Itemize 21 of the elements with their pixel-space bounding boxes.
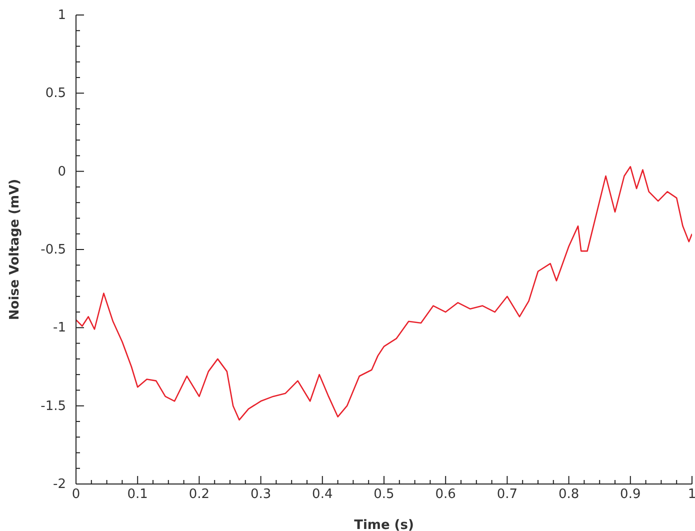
x-tick-label: 0 <box>72 487 80 502</box>
y-tick-label: 1 <box>58 8 66 23</box>
y-tick-label: -1 <box>53 320 66 336</box>
x-tick-label: 0.7 <box>496 487 518 502</box>
x-tick-label: 0.9 <box>620 487 641 502</box>
x-tick-label: 0.8 <box>558 487 580 502</box>
y-axis-title: Noise Voltage (mV) <box>8 178 23 320</box>
y-tick-label: -1.5 <box>40 398 66 414</box>
x-tick-label: 0.4 <box>312 487 333 502</box>
x-tick-label: 0.6 <box>435 487 456 502</box>
x-tick-label: 0.2 <box>188 487 210 502</box>
y-tick-label: -2 <box>53 477 66 492</box>
x-tick-label: 1 <box>688 487 695 502</box>
x-tick-label: 0.5 <box>374 487 394 502</box>
x-axis-title: Time (s) <box>354 518 414 531</box>
line-series <box>76 166 692 421</box>
x-tick-label: 0.1 <box>127 487 148 502</box>
y-tick-label: -0.5 <box>40 242 66 258</box>
x-tick-label: 0.3 <box>250 487 272 502</box>
y-tick-label: 0.5 <box>45 86 66 102</box>
y-tick-label: 0 <box>58 164 66 180</box>
